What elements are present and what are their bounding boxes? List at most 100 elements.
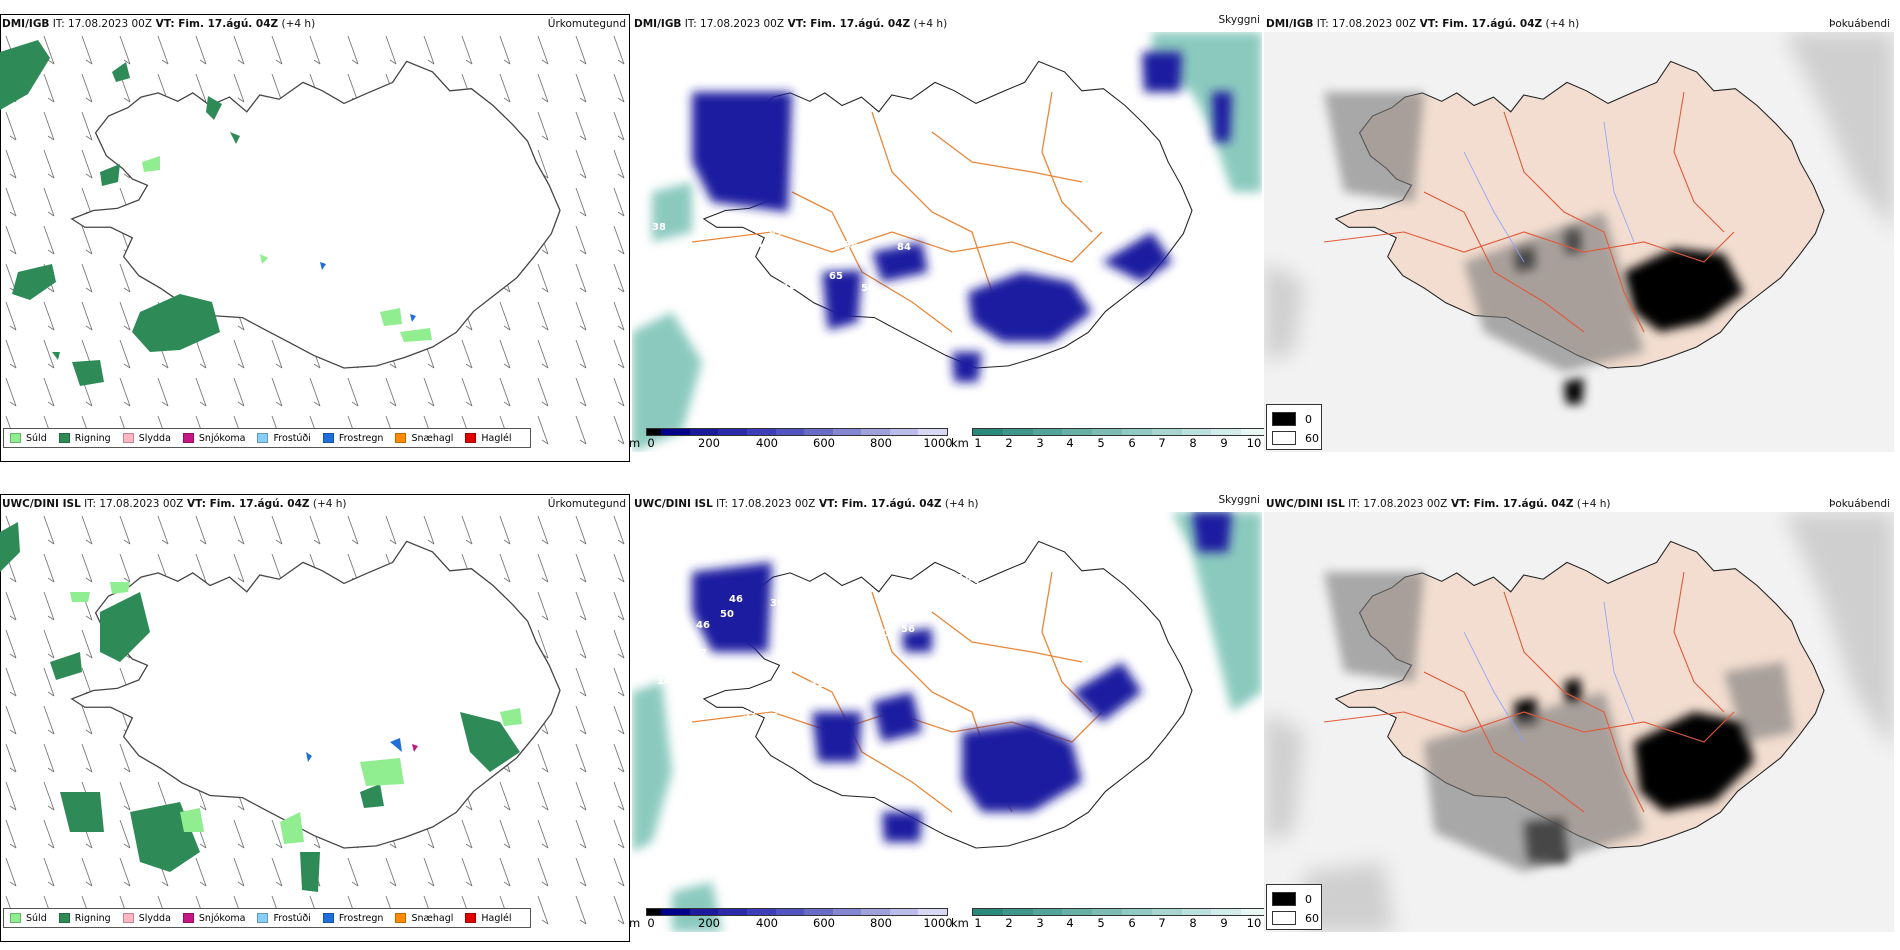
cloud-map bbox=[1264, 512, 1894, 932]
precip-type-panel-bottom: UWC/DINI ISL IT: 17.08.2023 00Z VT: Fim.… bbox=[0, 494, 630, 942]
vt-extra: (+4 h) bbox=[1573, 498, 1611, 510]
legend-label: Súld bbox=[26, 432, 47, 444]
panel-title: Úrkomutegund bbox=[547, 498, 626, 510]
ceiling-height-label: 73 bbox=[695, 254, 709, 265]
cloud-legend: 0 60 bbox=[1266, 404, 1322, 450]
ceiling-height-label: 39 bbox=[770, 598, 784, 609]
ceiling-height-label: 65 bbox=[829, 271, 843, 282]
legend-swatch bbox=[1272, 412, 1296, 426]
panel-header: DMI/IGB IT: 17.08.2023 00Z VT: Fim. 17.á… bbox=[2, 18, 315, 30]
it-value: 17.08.2023 00Z bbox=[1363, 498, 1448, 510]
tick-label: 7 bbox=[1158, 436, 1166, 450]
cloud-panel-top: DMI/IGB IT: 17.08.2023 00Z VT: Fim. 17.á… bbox=[1264, 14, 1894, 454]
tick-label: 0 bbox=[647, 916, 655, 930]
tick-label: 9 bbox=[1220, 436, 1228, 450]
legend-item: Haglél bbox=[465, 913, 512, 924]
vt-label: VT: Fim. 17.ágú. 04Z bbox=[784, 18, 911, 30]
ceiling-height-label: 38 bbox=[652, 222, 666, 233]
ceiling-height-label: 74 bbox=[655, 260, 669, 271]
tick-label: 1000 bbox=[923, 436, 953, 450]
legend-item: Slydda bbox=[122, 432, 171, 444]
it-value: 17.08.2023 00Z bbox=[700, 18, 785, 30]
ceiling-height-label: 58 bbox=[722, 241, 736, 252]
tick-label: 5 bbox=[1097, 916, 1105, 930]
panel-header: DMI/IGB IT: 17.08.2023 00Z VT: Fim. 17.á… bbox=[634, 18, 947, 30]
tick-label: 4 bbox=[1066, 436, 1074, 450]
height-unit: m bbox=[629, 436, 641, 450]
legend-item: Rigning bbox=[58, 913, 111, 924]
legend-label: Snjókoma bbox=[198, 432, 246, 444]
ceiling-height-label: 51 bbox=[741, 218, 755, 229]
legend-swatch bbox=[10, 913, 21, 923]
visibility-colorbar: km 1 2 3 4 5 6 7 8 9 10 bbox=[951, 908, 1272, 930]
legend-swatch bbox=[322, 913, 334, 923]
ceiling-height-label: 74 bbox=[749, 239, 763, 250]
visibility-map: 1081078157524662544873799246395028694950… bbox=[632, 512, 1262, 932]
legend-label: Rigning bbox=[74, 432, 111, 444]
ceiling-height-label: 82 bbox=[769, 229, 783, 240]
ceiling-height-label: 65 bbox=[912, 611, 926, 622]
visibility-ticks: 1 2 3 4 5 6 7 8 9 10 bbox=[954, 436, 1272, 450]
legend-label: 0 bbox=[1305, 892, 1312, 906]
tick-label: 8 bbox=[1189, 436, 1197, 450]
panel-header: UWC/DINI ISL IT: 17.08.2023 00Z VT: Fim.… bbox=[2, 498, 347, 510]
it-label: IT: bbox=[1313, 18, 1333, 30]
ceiling-height-label: 54 bbox=[665, 81, 679, 92]
legend-label: 60 bbox=[1305, 431, 1319, 445]
cloud-panel-bottom: UWC/DINI ISL IT: 17.08.2023 00Z VT: Fim.… bbox=[1264, 494, 1894, 934]
panel-title: Þokuábendi bbox=[1829, 18, 1890, 30]
tick-label: 3 bbox=[1036, 436, 1044, 450]
legend-label: Haglél bbox=[481, 432, 512, 444]
ceiling-height-label: 37 bbox=[743, 709, 757, 720]
tick-label: 1 bbox=[974, 436, 982, 450]
legend-item: Slydda bbox=[122, 912, 171, 924]
legend-item: Haglél bbox=[465, 432, 512, 444]
ceiling-height-label: 40 bbox=[968, 592, 982, 603]
ceiling-height-label: 72 bbox=[632, 210, 638, 221]
ceiling-height-label: 46 bbox=[696, 620, 710, 631]
legend-item: 60 bbox=[1272, 911, 1319, 925]
vt-extra: (+4 h) bbox=[1542, 18, 1580, 30]
legend-swatch bbox=[122, 433, 134, 443]
legend-label: Snjókoma bbox=[198, 912, 246, 924]
legend-label: Snæhagl bbox=[411, 432, 454, 444]
legend-label: Slydda bbox=[138, 912, 171, 924]
precip-type-legend: Súld Rigning Slydda Snjókoma Frostúði Fr… bbox=[3, 428, 531, 448]
ceiling-height-label: 76 bbox=[1015, 95, 1029, 106]
legend-swatch bbox=[395, 913, 407, 923]
it-value: 17.08.2023 00Z bbox=[1332, 18, 1417, 30]
visibility-ticks: 1 2 3 4 5 6 7 8 9 10 bbox=[954, 916, 1272, 930]
it-label: IT: bbox=[681, 18, 701, 30]
ceiling-height-label: 182 bbox=[783, 281, 804, 292]
tick-label: 400 bbox=[756, 916, 778, 930]
legend-item: Frostregn bbox=[322, 433, 383, 444]
ceiling-height-label: 56 bbox=[844, 240, 858, 251]
vt-label: VT: Fim. 17.ágú. 04Z bbox=[183, 498, 310, 510]
ceiling-height-label: 38 bbox=[866, 669, 880, 680]
ceiling-height-label: 20 bbox=[651, 101, 665, 112]
ceiling-height-label: 84 bbox=[817, 176, 831, 187]
tick-label: 3 bbox=[1036, 916, 1044, 930]
vt-label: VT: Fim. 17.ágú. 04Z bbox=[152, 18, 279, 30]
visibility-colorbar-bar bbox=[972, 908, 1272, 916]
tick-label: 800 bbox=[870, 436, 892, 450]
legend-label: 60 bbox=[1305, 911, 1319, 925]
legend-item: 0 bbox=[1272, 412, 1312, 426]
ceiling-height-label: 38 bbox=[827, 645, 841, 656]
tick-label: 9 bbox=[1220, 916, 1228, 930]
ceiling-height-label: 56 bbox=[768, 314, 782, 325]
visibility-map: 1211237664542069811368938387251825884564… bbox=[632, 32, 1262, 452]
height-colorbar: m 0 200 400 600 800 1000 bbox=[629, 908, 953, 930]
legend-label: Frostúði bbox=[273, 912, 311, 924]
tick-label: 8 bbox=[1189, 916, 1197, 930]
model-name: DMI/IGB bbox=[634, 18, 682, 30]
height-unit: m bbox=[629, 916, 641, 930]
visibility-colorbar-bar bbox=[972, 428, 1272, 436]
panel-header: UWC/DINI ISL IT: 17.08.2023 00Z VT: Fim.… bbox=[634, 498, 979, 510]
legend-label: Slydda bbox=[138, 432, 171, 444]
tick-label: 800 bbox=[870, 916, 892, 930]
ceiling-height-label: 80 bbox=[957, 183, 971, 194]
legend-label: Súld bbox=[26, 912, 47, 924]
ceiling-height-label: 89 bbox=[643, 161, 657, 172]
legend-swatch bbox=[182, 913, 194, 923]
